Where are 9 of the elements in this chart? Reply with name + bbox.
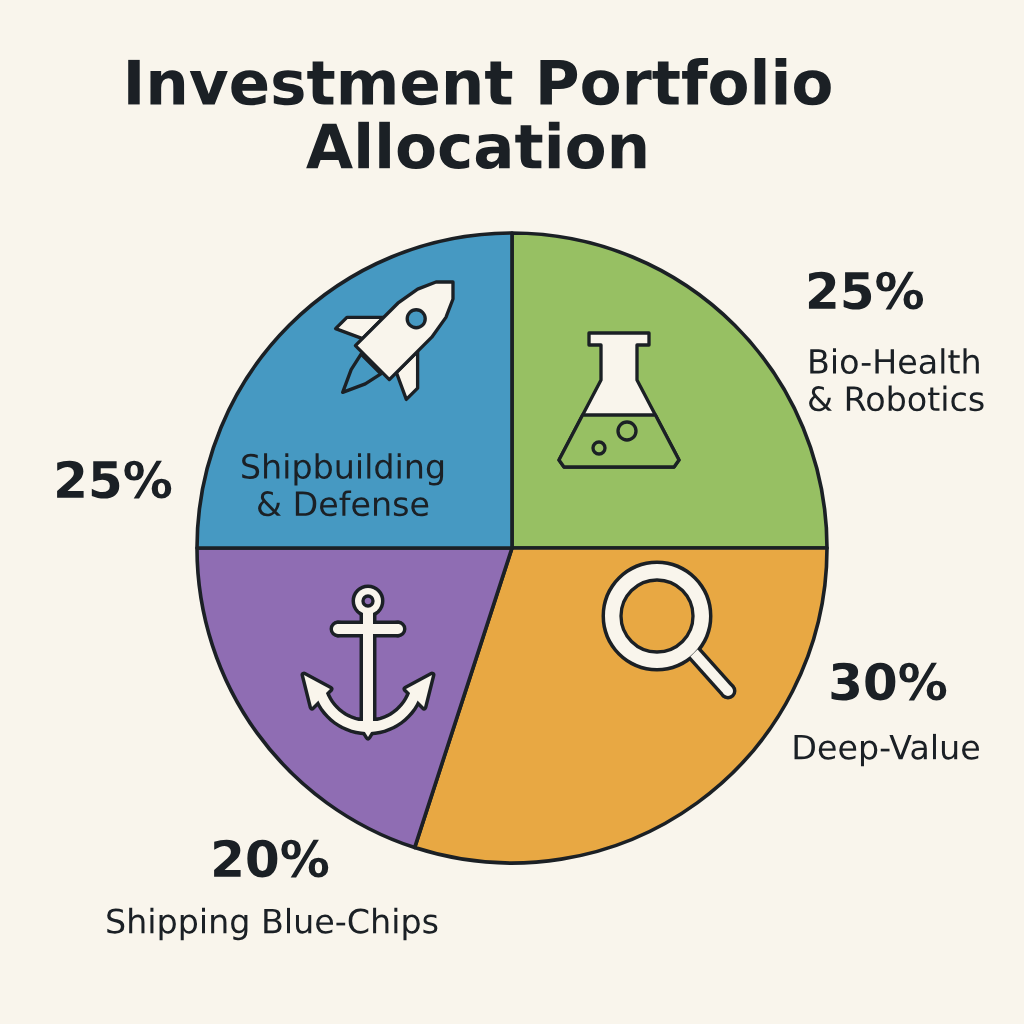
chart-title: Investment Portfolio Allocation — [128, 58, 831, 170]
slice-label: Deep-Value — [794, 733, 979, 767]
slice-label: Shipping Blue-Chips — [107, 907, 438, 941]
data-label: 30% — [831, 662, 947, 701]
data-label: 25% — [57, 460, 172, 499]
slice-label: Shipbuilding & Defense — [242, 453, 444, 517]
data-label: 25% — [808, 271, 924, 310]
slice-label: Bio-Health & Robotics — [809, 348, 984, 412]
data-label: 20% — [214, 839, 329, 878]
